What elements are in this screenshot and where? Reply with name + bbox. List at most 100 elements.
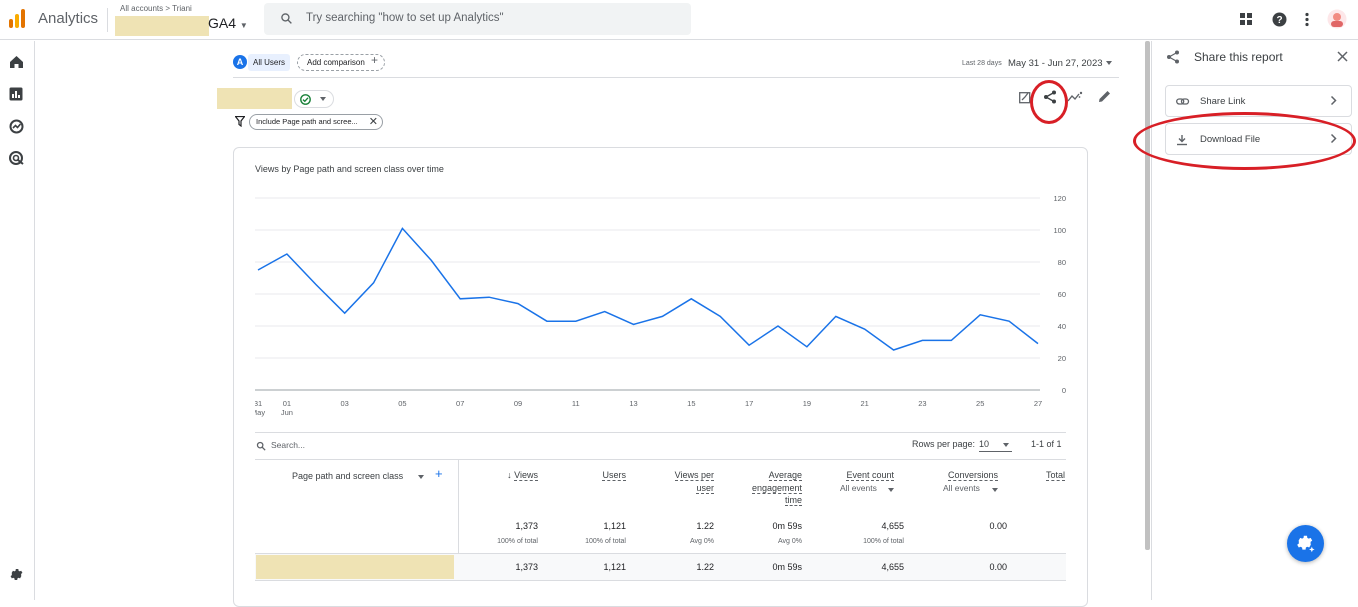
x-tick-label: 11 — [572, 399, 580, 408]
sort-desc-icon: ↓ — [507, 470, 512, 480]
apps-grid-icon[interactable] — [1240, 13, 1253, 26]
plus-icon: + — [370, 53, 378, 67]
x-tick-label: 13 — [629, 399, 637, 408]
avg-engagement-header[interactable]: Average engagement time — [730, 469, 802, 507]
dimension-header[interactable]: Page path and screen class — [292, 470, 403, 483]
avg-engagement-header-line3: time — [784, 495, 802, 506]
add-comparison-button[interactable]: Add comparison + — [297, 53, 385, 71]
views-header[interactable]: ↓ Views — [478, 469, 538, 482]
reports-icon[interactable] — [9, 87, 23, 101]
settings-gear-icon[interactable] — [9, 567, 24, 582]
total-users-pct: 100% of total — [585, 538, 626, 545]
y-tick-label: 120 — [1053, 194, 1066, 203]
x-tick-label: 03 — [340, 399, 348, 408]
comparison-badge: A — [233, 55, 247, 69]
avatar[interactable] — [1327, 9, 1347, 29]
report-status-dropdown[interactable] — [294, 90, 334, 108]
all-users-segment-chip[interactable]: All Users — [248, 54, 291, 71]
pagination-status: 1-1 of 1 — [1031, 439, 1062, 449]
help-icon[interactable]: ? — [1272, 12, 1287, 27]
avg-engagement-header-line1: Average — [768, 470, 802, 481]
event-count-header-label: Event count — [846, 470, 894, 481]
x-tick-label: 27 — [1034, 399, 1042, 408]
users-header[interactable]: Users — [565, 469, 626, 482]
left-nav — [0, 41, 35, 600]
row-avg-engagement: 0m 59s — [772, 562, 802, 572]
divider — [107, 8, 108, 32]
x-tick-label: 01 — [283, 399, 291, 408]
top-app-bar: Analytics All accounts > Triani GA4 ▼ Tr… — [0, 0, 1358, 40]
date-dropdown-caret-icon[interactable] — [1106, 61, 1112, 65]
insights-icon[interactable] — [1067, 91, 1083, 103]
scrollbar[interactable] — [1145, 41, 1150, 550]
chevron-down-icon: ▼ — [239, 21, 248, 30]
report-card — [233, 147, 1088, 607]
divider — [233, 77, 1119, 78]
explore-icon[interactable] — [9, 119, 24, 134]
remove-filter-icon[interactable]: ✕ — [368, 116, 378, 128]
share-icon — [1167, 50, 1179, 64]
chevron-down-icon[interactable] — [1003, 443, 1009, 447]
panel-title: Share this report — [1194, 50, 1283, 64]
conversions-filter[interactable]: All events — [943, 483, 980, 493]
close-icon[interactable] — [1337, 51, 1348, 62]
edit-pencil-icon[interactable] — [1098, 90, 1111, 103]
chevron-down-icon[interactable] — [992, 488, 998, 492]
users-header-label: Users — [602, 470, 626, 481]
conversions-header[interactable]: Conversions — [928, 469, 998, 482]
total-header-label: Total — [1045, 470, 1065, 481]
table-search-input[interactable]: Search... — [271, 440, 306, 450]
rows-per-page-select[interactable]: 10 — [979, 439, 1012, 452]
event-count-filter[interactable]: All events — [840, 483, 877, 493]
event-count-header[interactable]: Event count — [832, 469, 894, 482]
add-dimension-plus-icon[interactable]: + — [435, 466, 443, 481]
dimension-header-label: Page path and screen class — [292, 471, 404, 481]
total-views-per-user-pct: Avg 0% — [690, 538, 714, 545]
x-tick-label: 15 — [687, 399, 695, 408]
date-range-selector[interactable]: May 31 - Jun 27, 2023 — [1008, 58, 1103, 69]
search-input[interactable]: Try searching "how to set up Analytics" — [264, 3, 691, 35]
chevron-down-icon[interactable] — [418, 475, 424, 479]
total-views: 1,373 — [515, 521, 538, 531]
total-header[interactable]: Total — [1030, 469, 1065, 482]
account-breadcrumb[interactable]: All accounts > Triani — [120, 4, 192, 13]
analytics-logo-icon[interactable] — [8, 9, 26, 29]
filter-chip[interactable]: Include Page path and scree... ✕ — [249, 114, 383, 130]
divider — [458, 459, 459, 581]
row-views: 1,373 — [515, 562, 538, 572]
views-per-user-header-line1: Views per — [674, 470, 714, 481]
add-comparison-label: Add comparison — [307, 58, 365, 67]
app-name: Analytics — [38, 10, 99, 27]
row-event-count: 4,655 — [881, 562, 904, 572]
series-line-views — [257, 227, 1039, 351]
check-circle-icon — [300, 94, 311, 105]
total-conversions: 0.00 — [989, 521, 1007, 531]
date-period-label: Last 28 days — [962, 60, 1002, 67]
redacted-property-name — [115, 16, 209, 36]
svg-text:?: ? — [1276, 15, 1282, 26]
views-per-user-header-line2: user — [696, 482, 714, 494]
views-per-user-header[interactable]: Views per user — [650, 469, 714, 494]
home-icon[interactable] — [9, 55, 24, 69]
link-icon — [1176, 98, 1190, 105]
y-tick-label: 80 — [1058, 258, 1066, 267]
property-selector[interactable]: GA4 ▼ — [208, 15, 248, 31]
assistant-fab-button[interactable] — [1287, 525, 1324, 562]
more-vert-icon[interactable] — [1304, 12, 1310, 27]
advertising-icon[interactable] — [9, 151, 24, 166]
chevron-down-icon — [320, 97, 326, 101]
row-conversions: 0.00 — [989, 562, 1007, 572]
filter-icon — [235, 116, 245, 127]
x-tick-label: 19 — [803, 399, 811, 408]
highlight-circle-share — [1030, 80, 1068, 124]
y-tick-label: 0 — [1062, 386, 1066, 395]
customize-report-icon[interactable] — [1019, 91, 1031, 104]
y-tick-label: 100 — [1053, 226, 1066, 235]
row-views-per-user: 1.22 — [696, 562, 714, 572]
total-avg-engagement-pct: Avg 0% — [778, 538, 802, 545]
total-views-pct: 100% of total — [497, 538, 538, 545]
total-event-count: 4,655 — [881, 521, 904, 531]
avg-engagement-header-line2: engagement — [751, 482, 802, 494]
chevron-down-icon[interactable] — [888, 488, 894, 492]
x-tick-label: 07 — [456, 399, 464, 408]
